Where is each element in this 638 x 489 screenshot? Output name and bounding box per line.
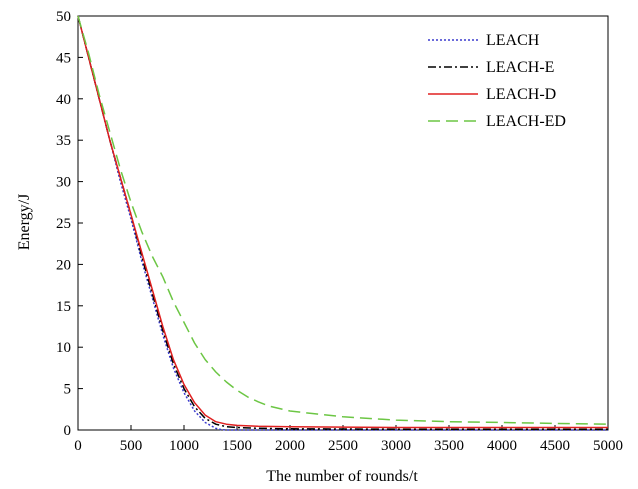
y-tick-label: 25: [56, 216, 71, 232]
axes: [77, 15, 609, 431]
y-axis-ticks: 0 5 10 15 20 25 30 35 40 45 50: [56, 9, 83, 439]
x-tick-label: 4500: [540, 438, 570, 454]
series-line-leach: [77, 15, 608, 431]
x-tick-label: 0: [74, 438, 82, 454]
series-line-leach-e: [77, 15, 608, 430]
y-tick-label: 15: [56, 299, 71, 315]
x-tick-label: 4000: [487, 438, 517, 454]
series-line-leach-d: [77, 15, 608, 429]
x-tick-label: 1000: [169, 438, 199, 454]
y-tick-label: 45: [56, 50, 71, 66]
x-axis-title: The number of rounds/t: [266, 468, 418, 485]
y-tick-label: 10: [56, 340, 71, 356]
legend-label-leach-e: LEACH-E: [486, 59, 554, 76]
y-tick-label: 40: [56, 92, 71, 108]
legend: LEACH LEACH-E LEACH-D LEACH-ED: [428, 32, 566, 130]
x-tick-label: 500: [120, 438, 143, 454]
y-tick-label: 50: [56, 9, 71, 25]
legend-label-leach-ed: LEACH-ED: [486, 113, 566, 130]
legend-label-leach: LEACH: [486, 32, 540, 49]
x-tick-label: 5000: [593, 438, 623, 454]
y-tick-label: 35: [56, 133, 71, 149]
y-tick-label: 30: [56, 175, 71, 191]
y-tick-label: 0: [64, 423, 72, 439]
x-tick-label: 1500: [222, 438, 252, 454]
y-axis-title: Energy/J: [16, 194, 33, 251]
y-tick-label: 5: [64, 382, 72, 398]
legend-label-leach-d: LEACH-D: [486, 86, 556, 103]
x-tick-label: 2500: [328, 438, 358, 454]
x-tick-label: 3000: [381, 438, 411, 454]
series-line-leach-ed: [77, 15, 609, 425]
x-tick-label: 3500: [434, 438, 464, 454]
y-tick-label: 20: [56, 257, 71, 273]
series-layer: [77, 15, 609, 431]
x-axis-ticks: 0 500 1000 1500 2000 2500 3000 3500 4000 4500 5000: [74, 425, 623, 454]
plot-frame: [77, 15, 609, 431]
x-tick-label: 2000: [275, 438, 305, 454]
